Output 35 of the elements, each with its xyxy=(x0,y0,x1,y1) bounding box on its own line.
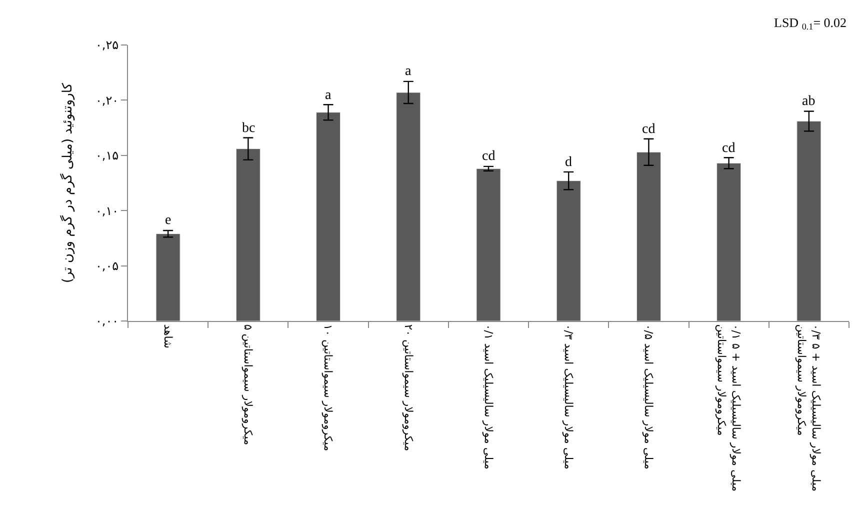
x-tick-label: ۰/۳ میلی مولار سالیسیلیک اسید + ۵ میکرومولار سیمواستاتین xyxy=(795,324,823,492)
text: LSD $_{0.1}$= 0.02 xyxy=(774,15,847,32)
x-tick-label: ۲۰ میکرومولار سیمواستاتین xyxy=(402,324,415,452)
annotation: ab xyxy=(802,94,816,109)
y-tick-label: ۰,۱۵ xyxy=(95,148,119,163)
bar xyxy=(156,234,180,321)
y-tick-label: ۰,۰۵ xyxy=(95,259,119,273)
annotation: cd xyxy=(482,149,496,164)
annotation: a xyxy=(325,88,332,103)
bar xyxy=(556,180,581,321)
bar xyxy=(716,162,742,321)
y-tick-label: ۰,۲۵ xyxy=(95,38,119,52)
annotation: bc xyxy=(242,121,256,136)
x-tick-label: شاهد xyxy=(161,324,174,348)
annotation: cd xyxy=(642,122,656,137)
bar xyxy=(796,120,822,321)
y-tick-label: ۰,۲۰ xyxy=(95,93,119,108)
bar xyxy=(636,152,661,321)
bar xyxy=(236,148,260,321)
x-tick-label: ۱۰ میکرومولار سیمواستاتین xyxy=(322,324,335,452)
annotation: d xyxy=(565,155,572,170)
x-tick-label: ۰/۱ میلی مولار سالیسیلیک اسید + ۵ میکرومولار سیمواستاتین xyxy=(715,324,742,492)
x-tick-label: ۰/۳ میلی مولار سالیسیلیک اسید xyxy=(562,324,576,470)
annotation: a xyxy=(405,64,412,79)
annotation: cd xyxy=(722,141,736,156)
y-tick-label: ۰,۰۰ xyxy=(95,314,119,328)
bar xyxy=(396,92,421,321)
annotation: e xyxy=(165,213,172,228)
y-axis-title: کاروتنوئید (میلی گرم در گرم وزن تر) xyxy=(59,82,76,284)
y-tick-label: ۰,۱۰ xyxy=(95,204,119,218)
x-tick-label: ۵ میکرومولار سیمواستاتین xyxy=(242,324,255,446)
x-tick-label: ۰/۵ میلی مولار سالیسیلیک اسید xyxy=(642,324,656,470)
bar xyxy=(316,112,341,321)
bar xyxy=(476,168,501,321)
x-tick-label: ۰/۱ میلی مولار سالیسیلیک اسید xyxy=(482,324,495,470)
